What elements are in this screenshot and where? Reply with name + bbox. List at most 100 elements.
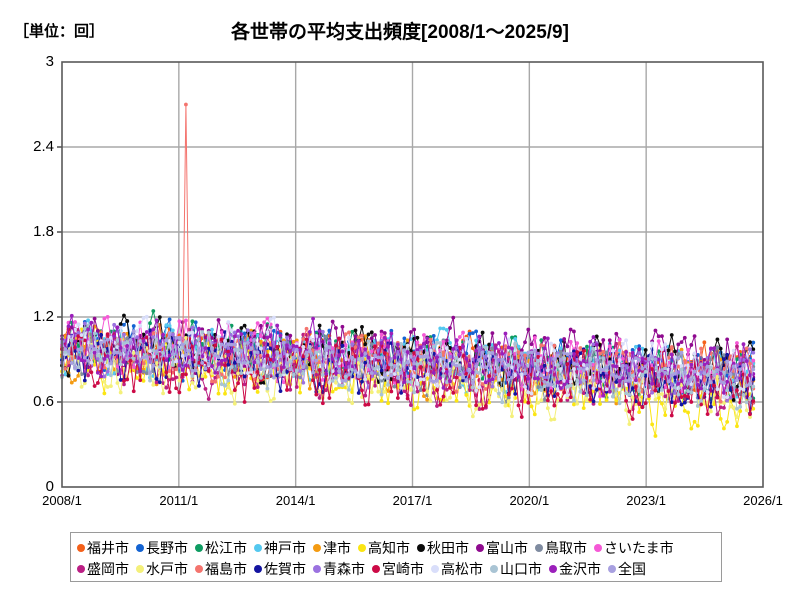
series-marker — [415, 335, 420, 340]
series-marker — [95, 353, 100, 358]
series-marker — [536, 400, 540, 405]
series-marker — [66, 349, 71, 354]
series-marker — [542, 380, 547, 384]
series-marker — [702, 340, 707, 345]
legend-item-山口市[interactable]: 山口市 — [490, 562, 542, 576]
series-marker — [301, 365, 306, 370]
series-marker — [457, 357, 462, 362]
series-marker — [125, 377, 130, 382]
series-marker — [731, 405, 736, 410]
legend-item-さいたま市[interactable]: さいたま市 — [594, 541, 674, 555]
legend-item-全国[interactable]: 全国 — [608, 562, 646, 576]
series-marker — [112, 322, 117, 327]
series-marker — [363, 351, 368, 356]
legend-item-金沢市[interactable]: 金沢市 — [549, 562, 601, 576]
legend-item-宮崎市[interactable]: 宮崎市 — [372, 562, 424, 576]
series-marker — [294, 338, 299, 343]
series-marker — [304, 326, 309, 331]
series-marker — [337, 383, 342, 388]
series-marker — [689, 400, 694, 404]
series-marker — [581, 391, 586, 396]
series-marker — [92, 384, 97, 388]
legend-item-秋田市[interactable]: 秋田市 — [417, 541, 469, 555]
series-marker — [408, 388, 413, 392]
series-marker — [637, 401, 642, 406]
legend-item-福井市[interactable]: 福井市 — [77, 541, 129, 555]
series-marker — [487, 400, 492, 405]
legend-item-神戸市[interactable]: 神戸市 — [254, 541, 306, 555]
series-marker — [731, 398, 736, 402]
legend-item-高知市[interactable]: 高知市 — [358, 541, 410, 555]
series-marker — [369, 330, 374, 335]
legend-marker-icon — [417, 543, 425, 552]
legend-item-水戸市[interactable]: 水戸市 — [136, 562, 188, 576]
series-marker — [673, 349, 677, 354]
legend-item-佐賀市[interactable]: 佐賀市 — [254, 562, 306, 576]
series-marker — [624, 398, 628, 403]
series-marker — [480, 407, 485, 411]
legend-label: 佐賀市 — [264, 560, 306, 577]
series-marker — [330, 346, 335, 350]
legend-item-青森市[interactable]: 青森市 — [313, 562, 365, 576]
series-marker — [526, 376, 531, 381]
series-marker — [650, 422, 655, 427]
series-marker — [431, 375, 436, 380]
legend-item-富山市[interactable]: 富山市 — [476, 541, 528, 555]
series-marker — [695, 371, 700, 376]
series-marker — [444, 380, 449, 385]
series-marker — [229, 364, 234, 369]
series-marker — [376, 355, 381, 360]
series-marker — [735, 357, 739, 362]
series-marker — [252, 360, 257, 365]
series-marker — [422, 388, 426, 392]
series-marker — [347, 350, 351, 355]
series-marker — [516, 363, 521, 368]
series-marker — [640, 356, 645, 361]
series-marker — [376, 380, 381, 384]
series-marker — [405, 343, 410, 348]
legend-marker-icon — [594, 543, 602, 552]
series-marker — [722, 390, 726, 395]
series-marker — [281, 370, 286, 375]
series-marker — [624, 378, 628, 383]
series-marker — [203, 357, 208, 362]
series-marker — [695, 423, 700, 428]
series-marker — [529, 350, 534, 355]
series-marker — [86, 318, 90, 323]
series-marker — [219, 342, 224, 347]
series-marker — [164, 358, 169, 363]
series-marker — [395, 342, 400, 347]
legend-label: 全国 — [618, 560, 646, 577]
series-marker — [581, 378, 586, 383]
series-marker — [487, 395, 492, 399]
series-marker — [673, 355, 677, 360]
legend-label: 長野市 — [146, 539, 188, 556]
series-marker — [669, 345, 674, 349]
series-marker — [347, 372, 351, 377]
legend-item-鳥取市[interactable]: 鳥取市 — [535, 541, 587, 555]
legend-item-津市[interactable]: 津市 — [313, 541, 351, 555]
legend-item-松江市[interactable]: 松江市 — [195, 541, 247, 555]
series-marker — [379, 341, 384, 345]
series-marker — [268, 317, 273, 322]
series-marker — [516, 344, 521, 349]
series-marker — [95, 349, 100, 354]
series-marker — [640, 373, 645, 377]
series-marker — [122, 313, 126, 318]
legend-item-盛岡市[interactable]: 盛岡市 — [77, 562, 129, 576]
series-marker — [435, 355, 439, 360]
legend-item-高松市[interactable]: 高松市 — [431, 562, 483, 576]
series-marker — [203, 374, 208, 379]
series-marker — [174, 359, 179, 364]
series-marker — [278, 333, 283, 338]
series-marker — [138, 339, 143, 343]
series-marker — [86, 358, 90, 363]
series-marker — [451, 362, 456, 366]
series-marker — [457, 335, 462, 339]
legend-label: 神戸市 — [264, 539, 306, 556]
series-marker — [275, 323, 280, 328]
legend-item-福島市[interactable]: 福島市 — [195, 562, 247, 576]
series-marker — [699, 346, 703, 351]
series-marker — [650, 354, 655, 359]
legend-item-長野市[interactable]: 長野市 — [136, 541, 188, 555]
